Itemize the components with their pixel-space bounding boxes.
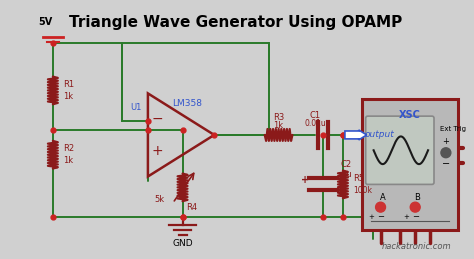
Text: 100k: 100k xyxy=(353,186,372,195)
Text: 1k: 1k xyxy=(63,92,73,101)
Text: +: + xyxy=(403,214,409,220)
Text: +: + xyxy=(442,137,449,146)
Text: B: B xyxy=(414,193,420,202)
Text: −: − xyxy=(442,159,450,169)
Text: +: + xyxy=(301,175,310,185)
Text: output: output xyxy=(365,131,394,139)
Text: 1k: 1k xyxy=(273,120,283,130)
Text: Ext Trig: Ext Trig xyxy=(440,126,466,132)
Text: LM358: LM358 xyxy=(172,99,201,108)
Text: 1u: 1u xyxy=(341,170,352,179)
Text: +: + xyxy=(152,144,164,158)
FancyBboxPatch shape xyxy=(362,99,458,230)
Text: U1: U1 xyxy=(130,103,141,112)
Text: hackatronic.com: hackatronic.com xyxy=(382,242,452,251)
FancyBboxPatch shape xyxy=(366,116,434,184)
Text: R4: R4 xyxy=(186,203,198,212)
Text: GND: GND xyxy=(172,239,193,248)
Text: R1: R1 xyxy=(63,80,74,89)
Text: 1k: 1k xyxy=(63,156,73,165)
Text: R5: R5 xyxy=(353,174,364,183)
FancyArrow shape xyxy=(345,130,367,140)
Text: −: − xyxy=(152,112,164,126)
Text: A: A xyxy=(380,193,385,202)
Text: −: − xyxy=(412,213,419,221)
Text: +: + xyxy=(369,214,374,220)
Circle shape xyxy=(441,148,451,158)
Text: 5k: 5k xyxy=(155,195,165,204)
Text: 0.01u: 0.01u xyxy=(304,119,326,128)
Text: R2: R2 xyxy=(63,144,74,153)
Circle shape xyxy=(375,202,385,212)
Text: Triangle Wave Generator Using OPAMP: Triangle Wave Generator Using OPAMP xyxy=(69,15,402,30)
Text: 5V: 5V xyxy=(38,17,52,27)
Text: R3: R3 xyxy=(273,113,284,122)
Text: XSC: XSC xyxy=(399,110,421,120)
Circle shape xyxy=(410,202,420,212)
Text: C2: C2 xyxy=(341,160,352,169)
Text: C1: C1 xyxy=(310,111,321,120)
Text: −: − xyxy=(377,213,384,221)
